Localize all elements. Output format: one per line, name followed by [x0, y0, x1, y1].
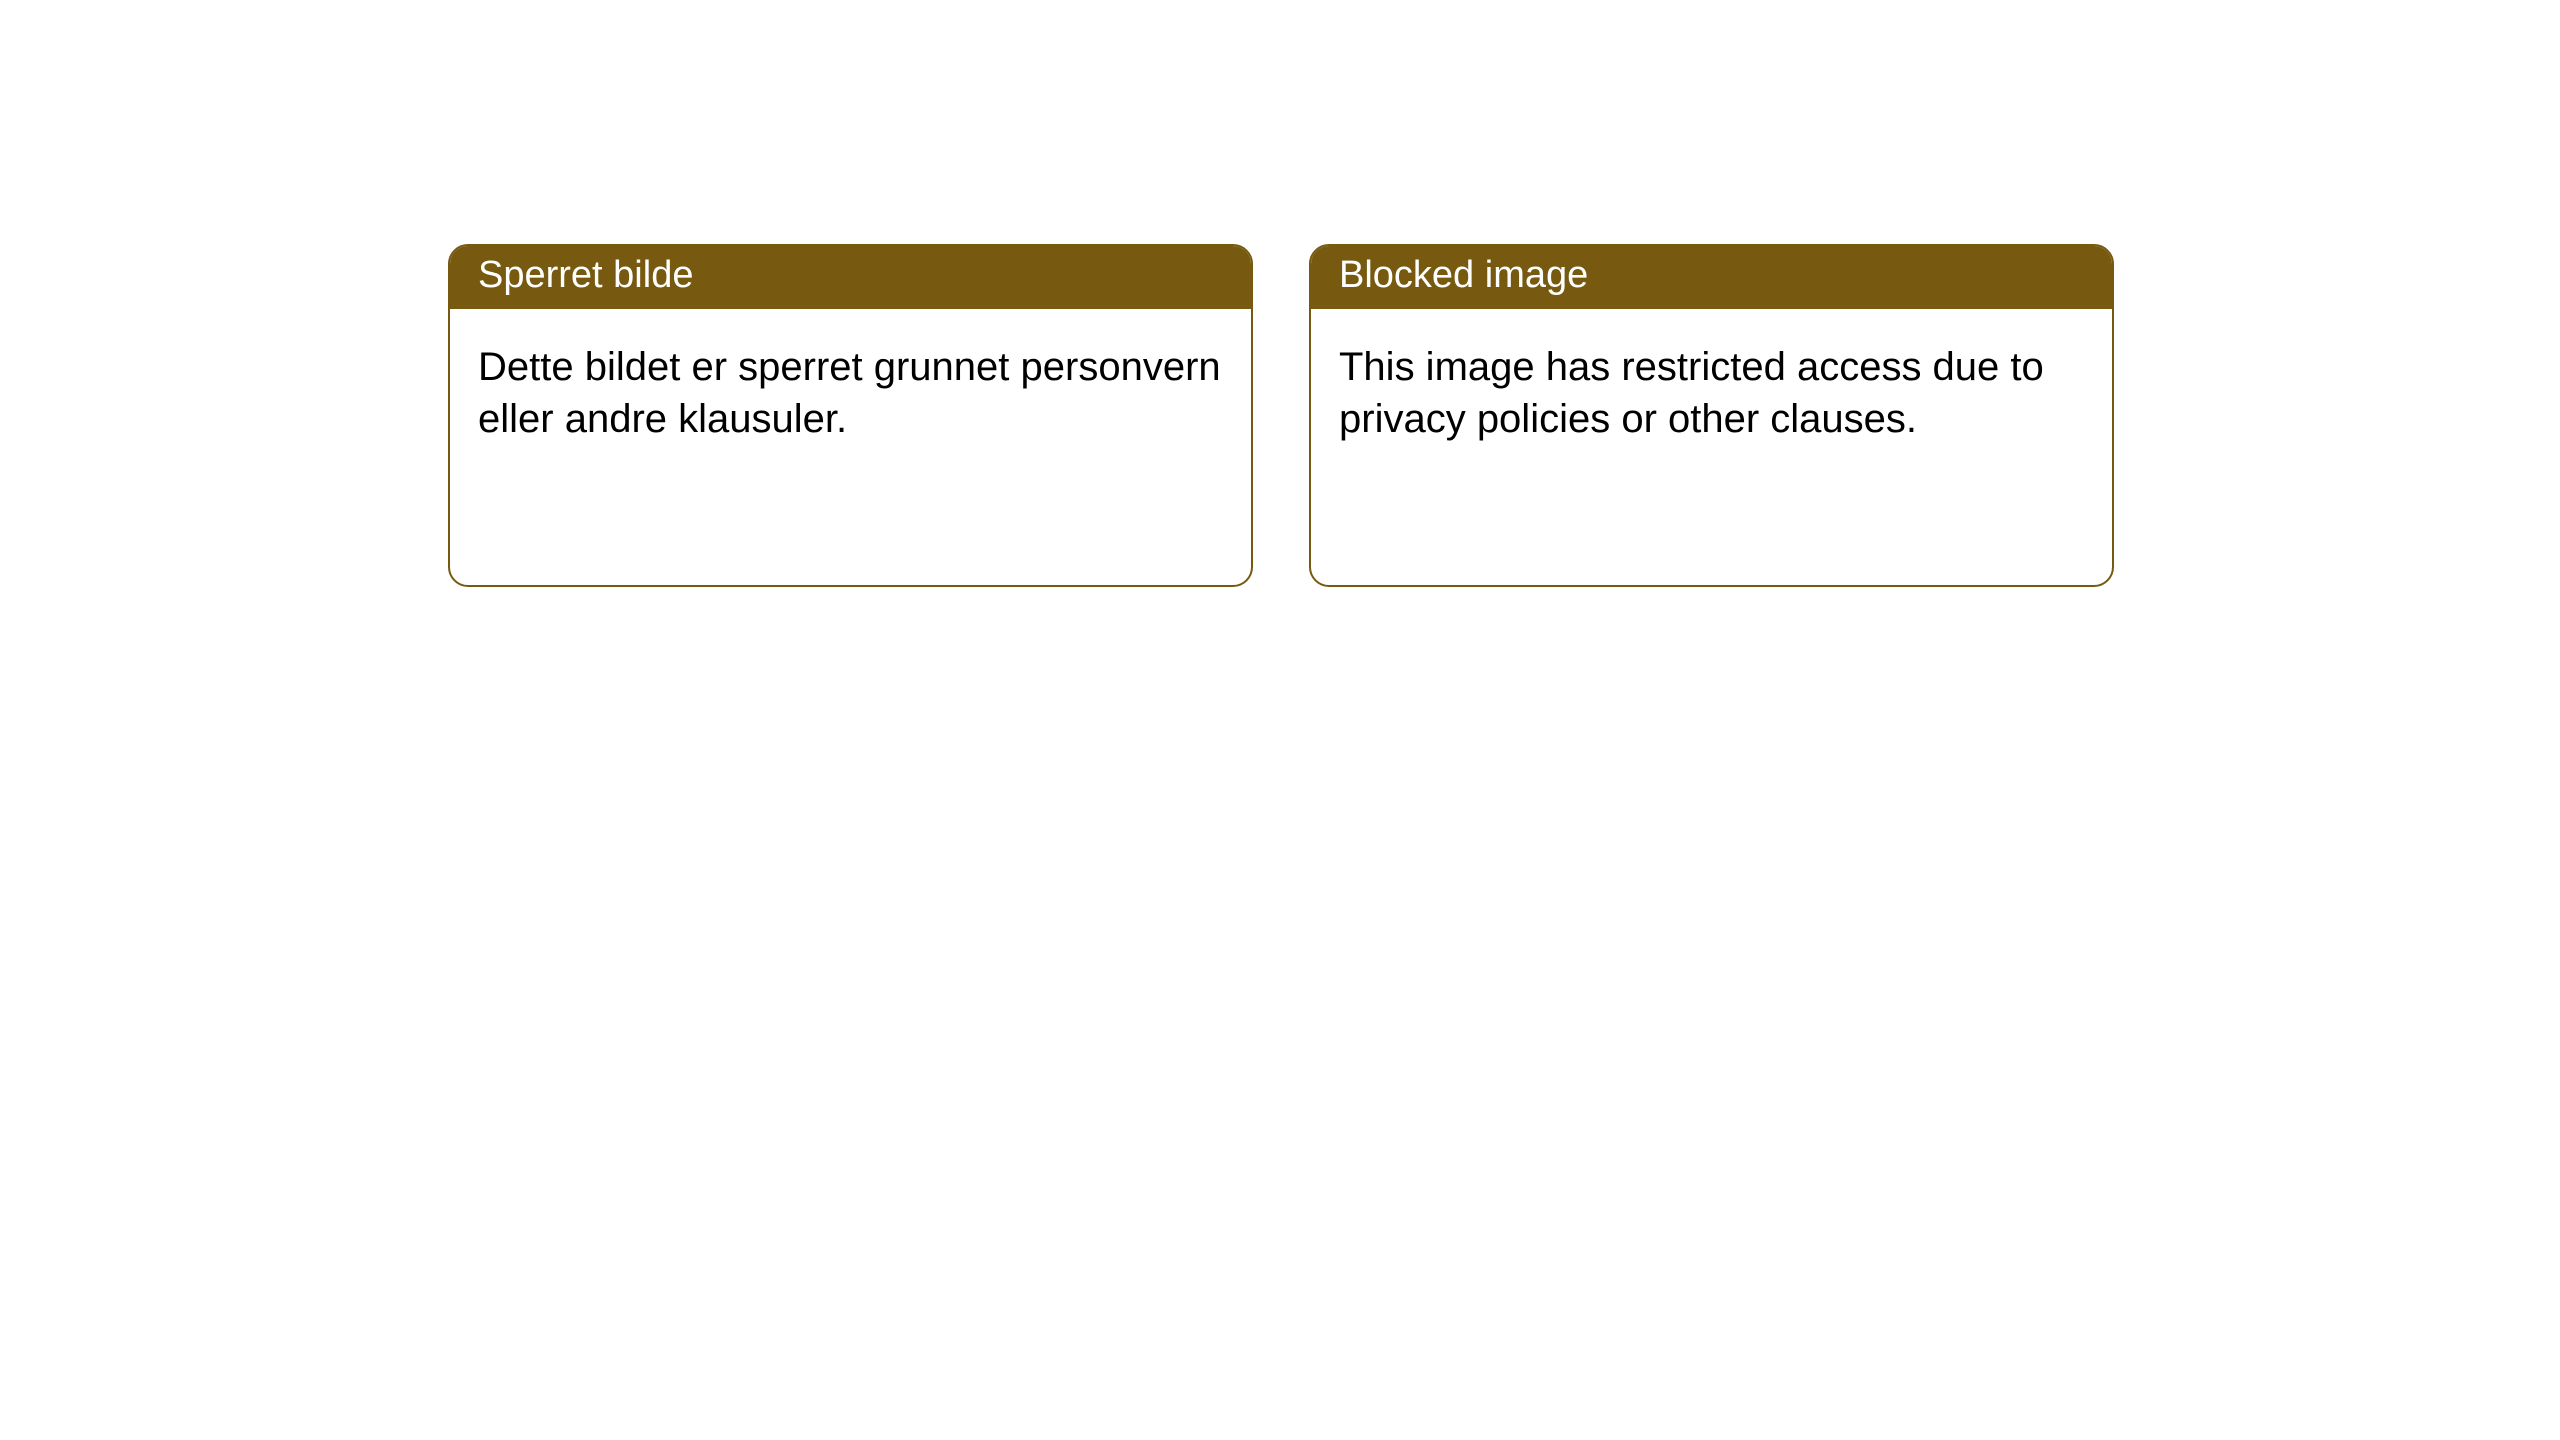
notice-title: Blocked image — [1311, 246, 2112, 309]
notice-card-en: Blocked image This image has restricted … — [1309, 244, 2114, 587]
notice-body: Dette bildet er sperret grunnet personve… — [450, 309, 1251, 585]
notice-title: Sperret bilde — [450, 246, 1251, 309]
notice-body: This image has restricted access due to … — [1311, 309, 2112, 585]
notice-container: Sperret bilde Dette bildet er sperret gr… — [0, 0, 2560, 587]
notice-card-nb: Sperret bilde Dette bildet er sperret gr… — [448, 244, 1253, 587]
